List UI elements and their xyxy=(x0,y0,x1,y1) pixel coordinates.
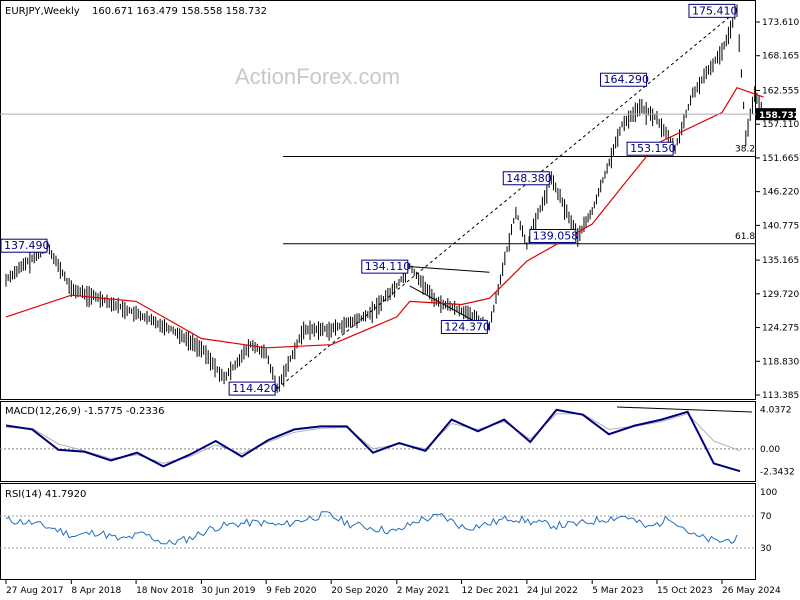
price-callout-box xyxy=(0,238,48,253)
macd-tick-label: -2.3432 xyxy=(760,468,795,478)
macd-panel-frame xyxy=(0,401,756,482)
watermark: ActionForex.com xyxy=(235,64,400,89)
price-callout-box xyxy=(688,3,736,18)
macd-tick-label: 4.0372 xyxy=(760,406,792,416)
price-callouts: 137.490 114.420 134.110 124.370 148.380 139.0… xyxy=(0,3,738,396)
rsi-tick-label: 100 xyxy=(760,488,777,498)
price-callout-box xyxy=(600,72,648,87)
price-callout-box xyxy=(529,228,577,243)
macd-tick-label: 0.00 xyxy=(760,445,780,455)
time-tick-label: 2 May 2021 xyxy=(397,586,450,596)
price-series xyxy=(5,4,764,393)
ohlc-readout: 160.671 163.479 158.558 158.732 xyxy=(92,6,267,17)
price-tick-label: 146.220 xyxy=(762,188,799,198)
price-tick-label: 162.555 xyxy=(762,86,799,96)
price-tick-label: 129.720 xyxy=(762,290,799,300)
fib-retracement-lines: 38.2 61.8 xyxy=(283,144,756,245)
price-axis-ticks: 173.610 168.165 162.555 157.110 151.665 146.2… xyxy=(756,18,799,401)
price-tick-label: 124.275 xyxy=(762,324,799,334)
macd-axis-ticks: 4.0372 0.00 -2.3432 xyxy=(0,406,795,478)
price-callout-label: 175.410 xyxy=(692,4,738,17)
price-callout-label: 153.150 xyxy=(630,142,676,155)
macd-trendline xyxy=(616,406,753,413)
time-tick-label: 5 Mar 2023 xyxy=(592,586,643,596)
price-callout-label: 148.380 xyxy=(506,172,552,185)
price-callout-label: 137.490 xyxy=(4,239,50,252)
rsi-series xyxy=(5,511,738,546)
price-tick-label: 135.165 xyxy=(762,256,799,266)
time-tick-label: 27 Aug 2017 xyxy=(6,586,64,596)
macd-series xyxy=(5,406,753,473)
time-tick-label: 18 Nov 2018 xyxy=(136,586,194,596)
rsi-axis-ticks: 100 70 30 xyxy=(0,488,777,554)
price-tick-label: 118.830 xyxy=(762,357,799,367)
price-callout-label: 114.420 xyxy=(232,382,278,395)
symbol-title: EURJPY,Weekly xyxy=(5,6,80,17)
current-price-label: 158.732 xyxy=(759,111,800,121)
rsi-title: RSI(14) 41.7920 xyxy=(5,489,86,500)
price-callout-label: 124.370 xyxy=(444,320,490,333)
rsi-tick-label: 30 xyxy=(760,544,772,554)
time-tick-label: 20 Sep 2020 xyxy=(331,586,388,596)
price-callout-box xyxy=(502,171,550,186)
price-callout-box xyxy=(228,381,276,396)
current-price-marker: 158.732 xyxy=(0,108,800,121)
price-tick-label: 173.610 xyxy=(762,18,799,28)
price-callout-label: 164.290 xyxy=(604,73,650,86)
price-tick-label: 151.665 xyxy=(762,154,799,164)
time-tick-label: 12 Dec 2021 xyxy=(462,586,520,596)
fib-level-label: 61.8 xyxy=(735,232,755,242)
price-panel-frame xyxy=(0,0,756,400)
price-callout-box xyxy=(626,141,674,156)
time-tick-label: 15 Oct 2023 xyxy=(657,586,713,596)
sma-line xyxy=(5,86,764,349)
rsi-line xyxy=(5,511,738,546)
price-callout-label: 139.058 xyxy=(533,229,579,242)
macd-title: MACD(12,26,9) -1.5775 -0.2336 xyxy=(5,406,165,417)
time-tick-label: 30 Jun 2019 xyxy=(201,586,255,596)
time-tick-label: 26 May 2024 xyxy=(722,586,781,596)
macd-line xyxy=(5,408,741,473)
time-tick-label: 9 Feb 2020 xyxy=(266,586,317,596)
rsi-tick-label: 70 xyxy=(760,512,772,522)
price-tick-label: 113.385 xyxy=(762,391,799,401)
time-tick-label: 8 Apr 2018 xyxy=(71,586,121,596)
time-axis-ticks: 27 Aug 2017 8 Apr 2018 18 Nov 2018 30 Jun 2… xyxy=(5,580,781,596)
trendline xyxy=(409,266,490,273)
fib-level-label: 38.2 xyxy=(735,144,755,154)
price-tick-label: 168.165 xyxy=(762,52,799,62)
price-tick-label: 140.775 xyxy=(762,221,799,231)
price-callout-label: 134.110 xyxy=(365,260,411,273)
price-callout-box xyxy=(361,259,409,274)
price-callout-box xyxy=(440,319,488,334)
price-tick-label: 157.110 xyxy=(762,120,799,130)
time-tick-label: 24 Jul 2022 xyxy=(527,586,578,596)
